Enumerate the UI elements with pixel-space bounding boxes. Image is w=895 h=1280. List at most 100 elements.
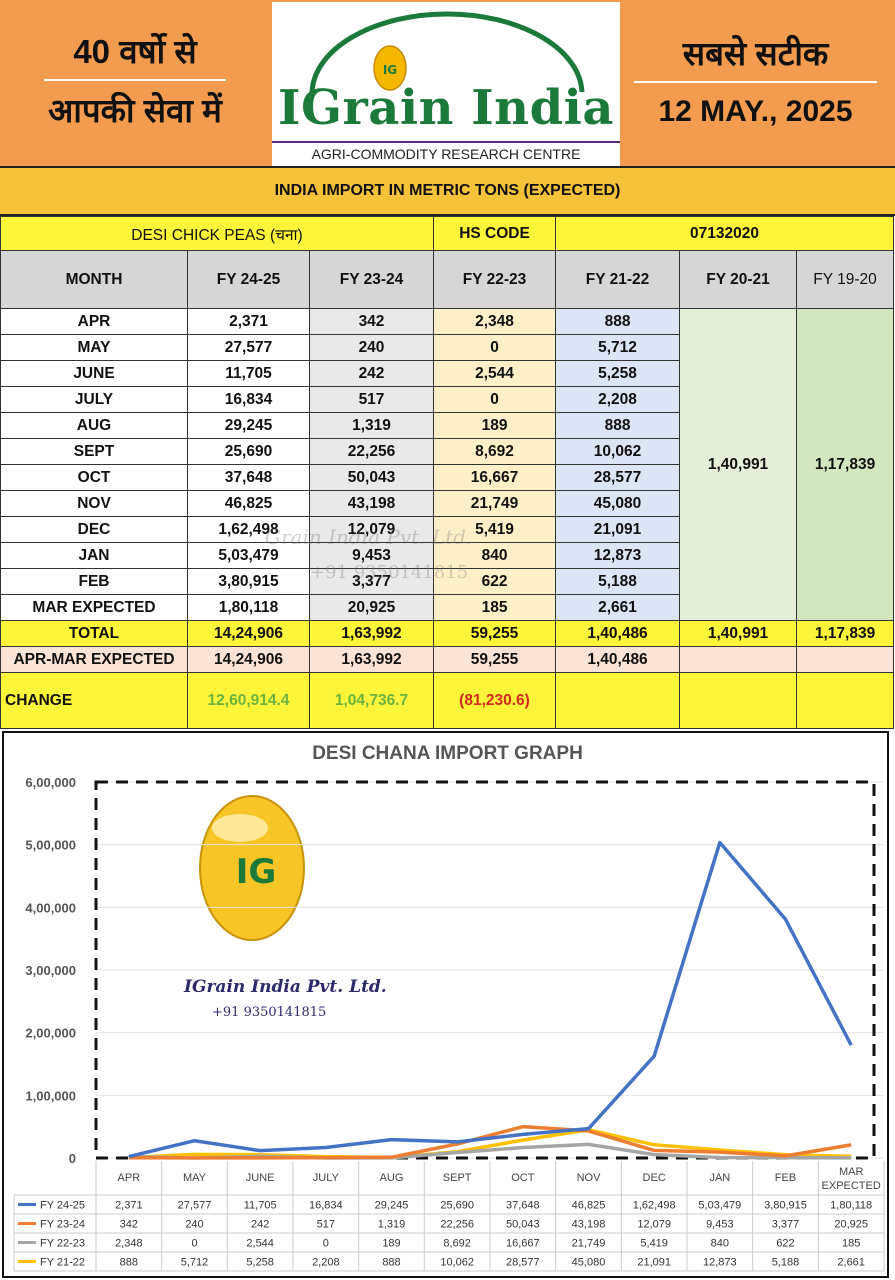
data-value-label: 342 xyxy=(120,1219,138,1231)
data-value-label: 5,712 xyxy=(181,1257,209,1269)
column-header: FY 21-22 xyxy=(555,250,681,309)
value-cell: 5,712 xyxy=(555,334,681,361)
data-value-label: 0 xyxy=(323,1238,329,1250)
table-row: JUNE 11,705 242 2,544 5,258 xyxy=(0,360,894,387)
month-cell: JUNE xyxy=(0,360,188,387)
data-value-label: 45,080 xyxy=(572,1257,606,1269)
expected-cell xyxy=(679,646,798,673)
value-cell: 1,62,498 xyxy=(187,516,310,543)
value-cell: 2,348 xyxy=(433,308,557,335)
table-row: FEB 3,80,915 3,377 622 5,188 xyxy=(0,568,894,595)
value-cell: 16,667 xyxy=(433,464,557,491)
chart-title: DESI CHANA IMPORT GRAPH xyxy=(312,743,583,764)
expected-cell: 59,255 xyxy=(433,646,557,673)
column-header: FY 24-25 xyxy=(187,250,310,309)
data-value-label: 25,690 xyxy=(440,1200,474,1212)
value-cell: 840 xyxy=(433,542,557,569)
slogan-line-1: 40 वर्षो से xyxy=(44,28,226,81)
data-value-label: 43,198 xyxy=(572,1219,606,1231)
change-cell: 12,60,914.4 xyxy=(187,672,310,729)
x-tick-label: SEPT xyxy=(443,1172,472,1184)
watermark-shine xyxy=(212,814,268,842)
value-cell: 29,245 xyxy=(187,412,310,439)
data-value-label: 189 xyxy=(382,1238,400,1250)
slogan-line-2: आपकी सेवा में xyxy=(48,92,222,129)
value-cell: 2,371 xyxy=(187,308,310,335)
value-cell: 622 xyxy=(433,568,557,595)
value-cell: 9,453 xyxy=(308,542,435,569)
total-cell: 59,255 xyxy=(433,620,557,647)
x-tick-label: AUG xyxy=(380,1172,404,1184)
data-value-label: 12,873 xyxy=(703,1257,737,1269)
dashed-plot-frame xyxy=(94,780,876,1160)
data-value-label: 22,256 xyxy=(440,1219,474,1231)
value-cell: 21,091 xyxy=(555,516,681,543)
legend-label: FY 22-23 xyxy=(40,1238,85,1250)
x-tick-label: NOV xyxy=(577,1172,602,1184)
value-cell: 10,062 xyxy=(555,438,681,465)
x-tick-label: JULY xyxy=(313,1172,340,1184)
total-cell: 14,24,906 xyxy=(187,620,310,647)
month-cell: MAY xyxy=(0,334,188,361)
fy1920-merged-total: 1,17,839 xyxy=(796,308,895,621)
data-value-label: 50,043 xyxy=(506,1219,540,1231)
value-cell: 8,692 xyxy=(433,438,557,465)
brand-logo: IG IGrain India AGRI-COMMODITY RESEARCH … xyxy=(272,2,620,166)
watermark-phone: +91 9350141815 xyxy=(212,1005,327,1020)
value-cell: 0 xyxy=(433,334,557,361)
data-value-label: 3,80,915 xyxy=(764,1200,807,1212)
data-value-label: 20,925 xyxy=(834,1219,868,1231)
brand-tagline: AGRI-COMMODITY RESEARCH CENTRE xyxy=(272,141,620,162)
total-cell: 1,17,839 xyxy=(796,620,895,647)
month-cell: NOV xyxy=(0,490,188,517)
data-value-label: 240 xyxy=(185,1219,203,1231)
value-cell: 28,577 xyxy=(555,464,681,491)
change-cell xyxy=(796,672,895,729)
table-row: AUG 29,245 1,319 189 888 xyxy=(0,412,894,439)
expected-cell xyxy=(796,646,895,673)
header-banner: 40 वर्षो से आपकी सेवा में IG IGrain Indi… xyxy=(0,0,895,168)
column-header-row: MONTH FY 24-25 FY 23-24 FY 22-23 FY 21-22 FY … xyxy=(0,250,895,309)
change-cell: 1,04,736.7 xyxy=(308,672,435,729)
y-tick-label: 1,00,000 xyxy=(25,1088,76,1103)
change-cell: (81,230.6) xyxy=(433,672,557,729)
accuracy-slogan: सबसे सटीक xyxy=(634,30,877,83)
logo-arc-icon: IG xyxy=(309,11,585,92)
x-tick-label: JUNE xyxy=(246,1172,275,1184)
change-cell xyxy=(555,672,681,729)
table-row: APR 2,371 342 2,348 888 1,40,991 1,17,839 xyxy=(0,308,895,621)
chart-panel: DESI CHANA IMPORT GRAPH IG 0 1,00,000 2,00,… xyxy=(2,731,889,1278)
data-value-label: 11,705 xyxy=(244,1200,277,1212)
data-value-label: 5,258 xyxy=(246,1257,274,1269)
table-row: JAN 5,03,479 9,453 840 12,873 xyxy=(0,542,894,569)
data-value-label: 840 xyxy=(711,1238,729,1250)
value-cell: 888 xyxy=(555,412,681,439)
table-watermark-company: Grain India Pvt. Ltd. xyxy=(265,525,473,549)
series-line-fy-24-25 xyxy=(128,840,853,1159)
value-cell: 12,873 xyxy=(555,542,681,569)
data-value-label: 12,079 xyxy=(637,1219,671,1231)
value-cell: 5,188 xyxy=(555,568,681,595)
expected-cell: 1,63,992 xyxy=(308,646,435,673)
y-tick-label: 2,00,000 xyxy=(25,1026,76,1041)
data-value-label: 21,091 xyxy=(637,1257,671,1269)
month-cell: AUG xyxy=(0,412,188,439)
product-label: DESI CHICK PEAS (चना) xyxy=(0,216,435,251)
header-left-slogan: 40 वर्षो से आपकी सेवा में xyxy=(30,28,240,132)
fy2021-merged-total: 1,40,991 xyxy=(679,308,798,621)
total-row: TOTAL 14,24,906 1,63,992 59,255 1,40,486 1,40… xyxy=(0,620,895,647)
logo-grain-icon xyxy=(373,45,407,91)
value-cell: 50,043 xyxy=(308,464,435,491)
table-row: JULY 16,834 517 0 2,208 xyxy=(0,386,894,413)
data-value-label: 2,208 xyxy=(312,1257,340,1269)
hs-code-label: HS CODE xyxy=(433,216,557,251)
x-tick-label: DEC xyxy=(643,1172,666,1184)
data-value-label: 2,661 xyxy=(837,1257,865,1269)
data-value-label: 2,371 xyxy=(115,1200,143,1212)
value-cell: 21,749 xyxy=(433,490,557,517)
data-value-label: 29,245 xyxy=(375,1200,409,1212)
x-tick-label: MAR xyxy=(839,1166,864,1178)
total-cell: 1,40,991 xyxy=(679,620,798,647)
header-right: सबसे सटीक 12 MAY., 2025 xyxy=(628,30,883,129)
total-cell: 1,40,486 xyxy=(555,620,681,647)
